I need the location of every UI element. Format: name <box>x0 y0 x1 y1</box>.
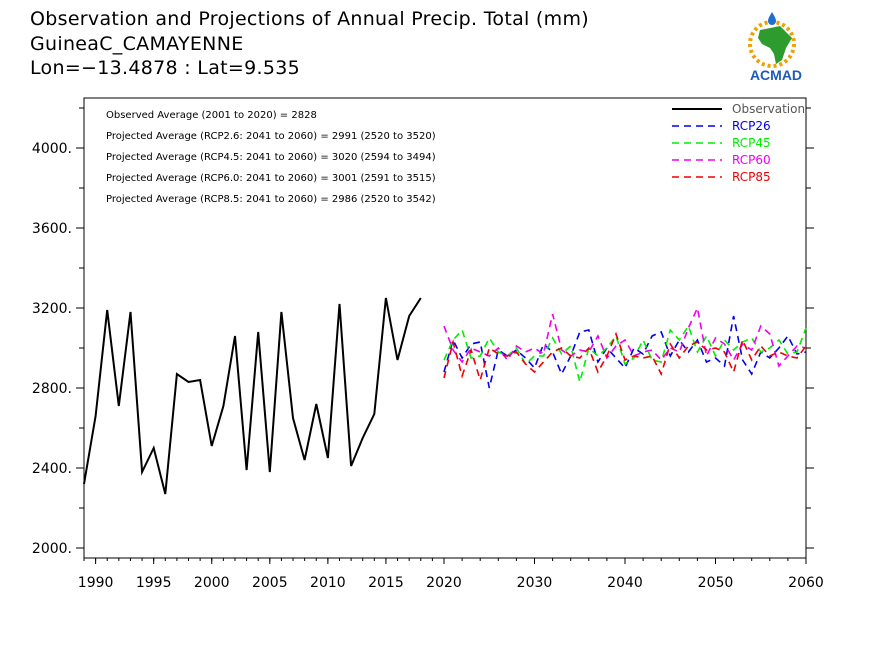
x-tick-label: 2030 <box>517 575 553 591</box>
stat-rcp85: Projected Average (RCP8.5: 2041 to 2060)… <box>106 194 436 205</box>
stat-rcp26: Projected Average (RCP2.6: 2041 to 2060)… <box>106 131 436 142</box>
x-tick-label: 2000 <box>194 575 230 591</box>
series-line-observation <box>83 297 422 495</box>
legend-label-rcp26: RCP26 <box>732 119 771 133</box>
x-tick-label: 2005 <box>252 575 288 591</box>
y-tick-label: 2800. <box>32 381 72 397</box>
axis-ticks: 1990 1995 2000 2005 2010 2015 2020 2030 2040 2050… <box>32 107 824 591</box>
y-tick-label: 2400. <box>32 461 72 477</box>
legend: Observation RCP26 RCP45 RCP60 RCP85 <box>672 102 805 184</box>
series-line-rcp45 <box>443 324 807 386</box>
stat-observed: Observed Average (2001 to 2020) = 2828 <box>106 110 317 121</box>
logo-text: ACMAD <box>750 67 802 83</box>
x-tick-label: 2010 <box>310 575 346 591</box>
y-tick-label: 2000. <box>32 541 72 557</box>
legend-label-rcp45: RCP45 <box>732 136 771 150</box>
x-tick-label: 1995 <box>136 575 172 591</box>
y-tick-label: 4000. <box>32 141 72 157</box>
legend-label-rcp60: RCP60 <box>732 153 771 167</box>
stat-rcp45: Projected Average (RCP4.5: 2041 to 2060)… <box>106 152 436 163</box>
x-tick-label: 2050 <box>698 575 734 591</box>
coordinates: Lon=−13.4878 : Lat=9.535 <box>30 57 300 79</box>
x-tick-label: 2040 <box>607 575 643 591</box>
series-line-rcp60 <box>443 305 807 368</box>
y-tick-label: 3600. <box>32 221 72 237</box>
series-line-rcp26 <box>443 315 807 389</box>
stat-rcp60: Projected Average (RCP6.0: 2041 to 2060)… <box>106 173 436 184</box>
africa-map-logo-icon <box>748 12 796 68</box>
x-tick-label: 2060 <box>788 575 824 591</box>
chart-title: Observation and Projections of Annual Pr… <box>30 8 589 30</box>
series-lines <box>83 297 807 495</box>
acmad-logo: ACMAD <box>748 12 802 83</box>
x-tick-label: 2020 <box>426 575 462 591</box>
statistics-text: Observed Average (2001 to 2020) = 2828 P… <box>106 110 436 205</box>
y-tick-label: 3200. <box>32 301 72 317</box>
station-name: GuineaC_CAMAYENNE <box>30 33 244 55</box>
series-line-rcp85 <box>443 331 807 383</box>
x-tick-label: 2015 <box>368 575 404 591</box>
legend-label-observation: Observation <box>732 102 805 116</box>
legend-label-rcp85: RCP85 <box>732 170 771 184</box>
x-tick-label: 1990 <box>78 575 114 591</box>
